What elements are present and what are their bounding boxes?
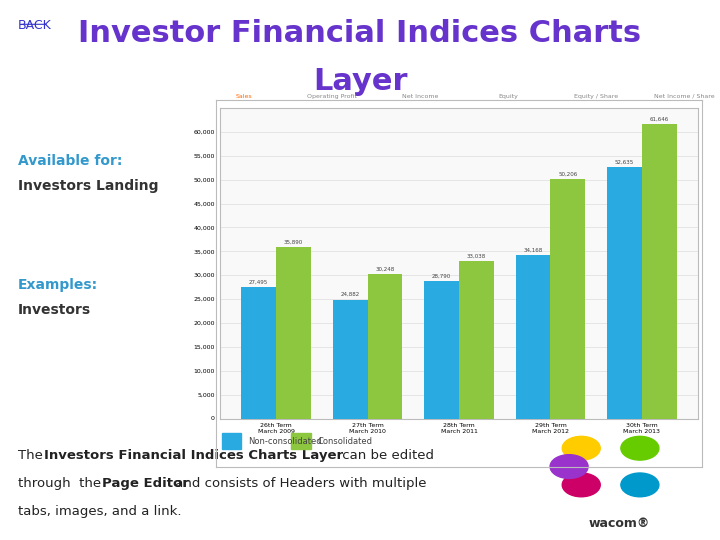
Circle shape [562,473,600,497]
Text: Available for:: Available for: [18,154,122,168]
Circle shape [562,436,600,460]
Text: 50,206: 50,206 [558,171,577,176]
Text: Page Editor: Page Editor [102,477,189,490]
Text: Investors: Investors [18,303,91,318]
Text: 34,168: 34,168 [523,248,543,253]
Text: The: The [18,449,47,462]
Text: 33,038: 33,038 [467,253,486,258]
Bar [276,247,311,418]
Text: 52,635: 52,635 [615,160,634,165]
Text: Layer: Layer [312,68,408,97]
Text: 61,646: 61,646 [649,117,669,122]
Bar [642,124,677,418]
Circle shape [621,473,659,497]
Text: and consists of Headers with multiple: and consists of Headers with multiple [171,477,427,490]
Text: Net Income / Share: Net Income / Share [654,93,714,99]
Text: Equity: Equity [498,93,518,99]
Text: Net Income: Net Income [402,93,438,99]
Text: tabs, images, and a link.: tabs, images, and a link. [18,505,181,518]
Text: BACK: BACK [18,19,52,32]
Text: Investors Financial Indices Charts Layer: Investors Financial Indices Charts Layer [44,449,343,462]
Text: Investor Financial Indices Charts: Investor Financial Indices Charts [78,19,642,48]
Text: Non-consolidated: Non-consolidated [248,437,322,445]
Bar [551,179,585,418]
Text: Sales: Sales [235,93,252,99]
Circle shape [621,436,659,460]
Bar [222,433,241,449]
Circle shape [550,455,588,478]
Text: Consolidated: Consolidated [318,437,373,445]
Text: 28,790: 28,790 [432,274,451,279]
Text: 35,890: 35,890 [284,240,303,245]
Bar [333,300,367,418]
Bar [367,274,402,418]
Bar [241,287,276,418]
Text: © Disclosure Policy: © Disclosure Policy [629,412,697,418]
Text: through  the: through the [18,477,105,490]
Text: 24,882: 24,882 [341,292,360,297]
Text: Equity / Share: Equity / Share [574,93,618,99]
Bar [292,433,310,449]
Bar [424,281,459,418]
Text: wacom®: wacom® [588,517,650,530]
Text: Examples:: Examples: [18,278,98,292]
Text: can be edited: can be edited [338,449,434,462]
Bar [516,255,551,418]
Bar [459,261,494,418]
Text: Operating Profit: Operating Profit [307,93,356,99]
Text: 30,248: 30,248 [375,267,395,272]
Text: 27,495: 27,495 [249,280,269,285]
Text: Investors Landing: Investors Landing [18,179,158,193]
Bar [607,167,642,418]
